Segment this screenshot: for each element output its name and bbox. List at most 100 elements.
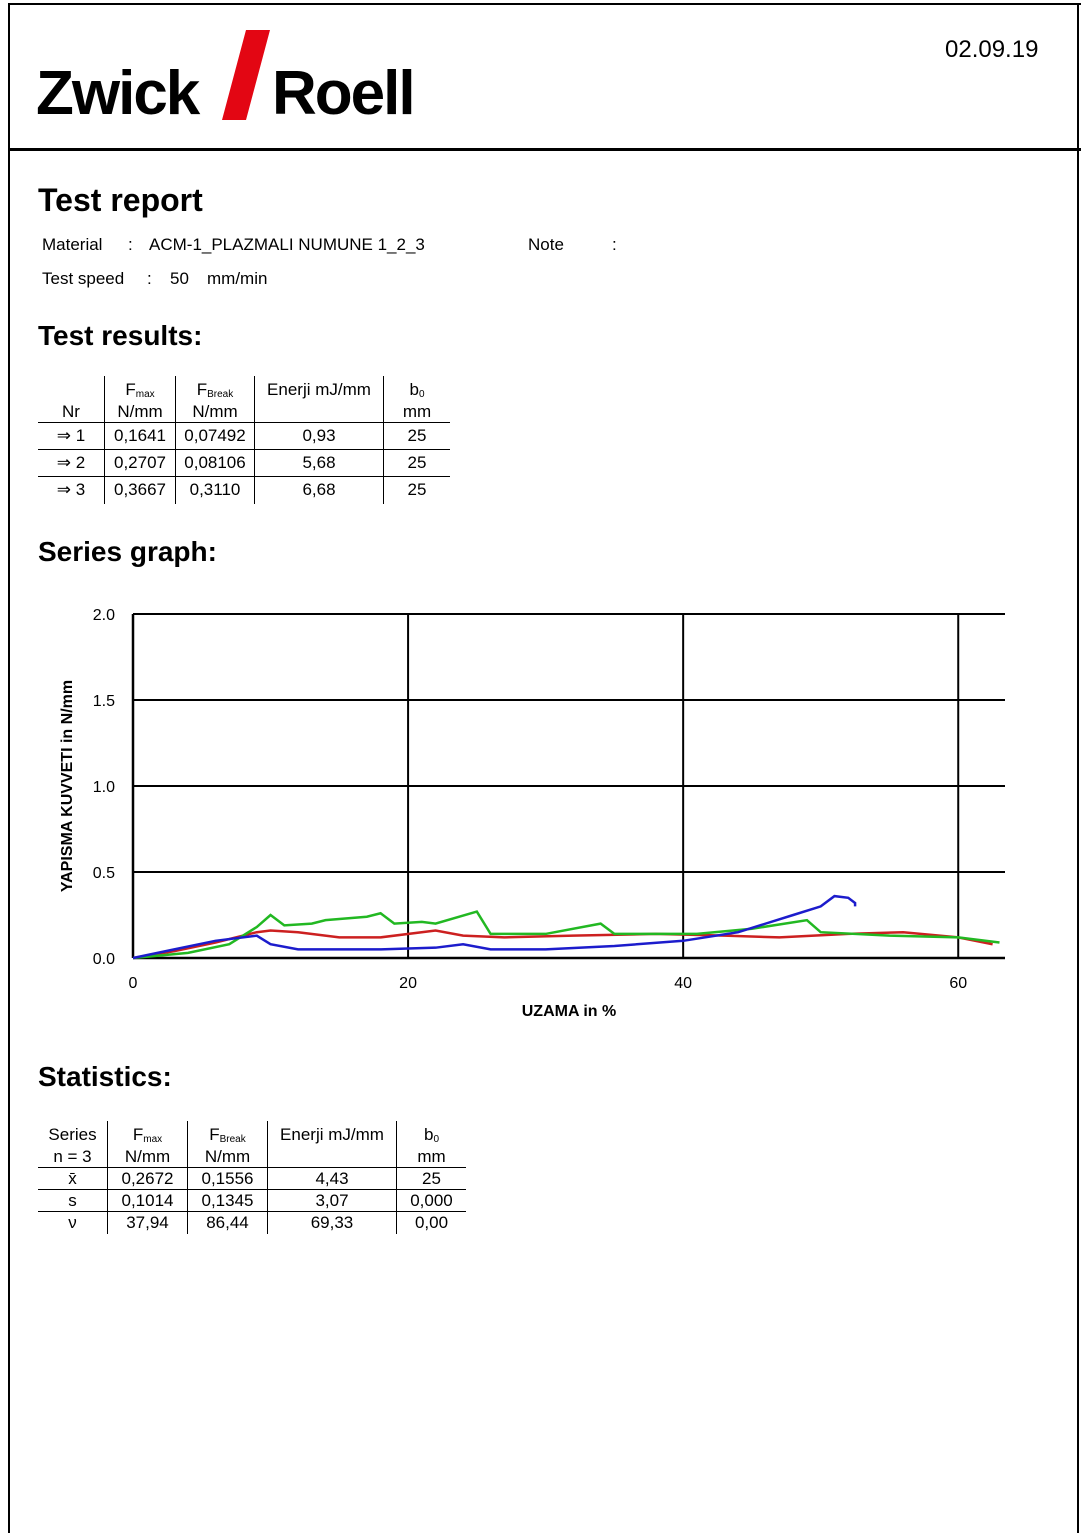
cell: 0,1556: [187, 1167, 268, 1190]
header-cell: Fmax N/mm: [107, 1121, 188, 1168]
header-sub: 0: [433, 1134, 440, 1145]
header-symbol: b: [409, 380, 419, 399]
header-unit: Nr: [62, 402, 80, 421]
header-unit: mm: [417, 1147, 446, 1166]
header-symbol: F: [132, 1125, 144, 1144]
frame-right: [1077, 3, 1079, 1533]
header-top: Series: [41, 1125, 104, 1147]
cell: 25: [396, 1167, 466, 1190]
cell: 0,00: [396, 1211, 466, 1234]
cell: 0,2707: [104, 449, 176, 477]
logo-right: Roell: [272, 59, 416, 128]
cell: 25: [383, 422, 450, 450]
cell: 3,07: [267, 1189, 397, 1212]
y-tick-label: 2.0: [93, 607, 115, 624]
header-top: b0: [400, 1125, 463, 1147]
header-sub: 0: [418, 389, 425, 400]
header-bottom: mm: [387, 402, 447, 422]
row: x̄ 0,2672 0,1556 4,43 25: [38, 1167, 466, 1190]
statistics-title: Statistics:: [38, 1061, 172, 1092]
cell: ⇒ 3: [56, 480, 86, 500]
y-tick-label: 0.5: [93, 865, 115, 882]
header-rule: [8, 148, 1081, 151]
header-symbol: b: [423, 1125, 434, 1144]
header-cell: Nr: [38, 376, 105, 423]
header-unit: N/mm: [124, 1147, 171, 1166]
header-top: Fmax: [108, 380, 172, 402]
header-symbol: F: [196, 380, 208, 399]
series-line: [132, 910, 1000, 960]
cell: ν: [68, 1212, 77, 1232]
separator: :: [147, 269, 152, 288]
cell: 6,68: [254, 476, 384, 504]
y-tick-label: 1.5: [93, 693, 115, 710]
header-unit: N/mm: [192, 402, 238, 421]
header-bottom: mm: [400, 1147, 463, 1167]
header-cell: Fmax N/mm: [104, 376, 176, 423]
note-label: Note: [528, 235, 564, 254]
header-bottom: N/mm: [108, 402, 172, 422]
speed-unit: mm/min: [207, 269, 268, 288]
header-bottom: N/mm: [191, 1147, 264, 1167]
header-sub: Break: [207, 389, 234, 400]
cell: 86,44: [187, 1211, 268, 1234]
row: ⇒ 3 0,3667 0,3110 6,68 25: [38, 476, 450, 504]
header-bottom: [258, 402, 380, 422]
results-title: Test results:: [38, 320, 203, 351]
cell: 25: [383, 476, 450, 504]
header-top: Enerji mJ/mm: [271, 1125, 393, 1147]
y-tick-label: 0.0: [93, 951, 115, 968]
report-title: Test report: [38, 182, 203, 218]
cell: 25: [383, 449, 450, 477]
cell: 0,08106: [175, 449, 255, 477]
header-text: Series: [48, 1125, 97, 1144]
header-top: Enerji mJ/mm: [258, 380, 380, 402]
header-text: Enerji mJ/mm: [280, 1125, 384, 1144]
header-unit: mm: [402, 402, 432, 421]
header-symbol: F: [209, 1125, 220, 1144]
header-unit: N/mm: [117, 402, 163, 421]
frame-top: [8, 3, 1081, 5]
cell: 0,2672: [107, 1167, 188, 1190]
separator: :: [612, 235, 617, 254]
x-tick-label: 0: [129, 975, 138, 992]
y-tick-label: 1.0: [93, 779, 115, 796]
chart: 0.0 0.5 1.0 1.5 2.0 0 20 40 60 UZAMA in % YAPISMA …: [59, 607, 1005, 1020]
cell: 0,1345: [187, 1189, 268, 1212]
cell: 0,93: [254, 422, 384, 450]
x-tick-label: 60: [949, 975, 967, 992]
row: s 0,1014 0,1345 3,07 0,000: [38, 1189, 466, 1212]
header-bottom: [271, 1147, 393, 1167]
header-top: b0: [387, 380, 447, 402]
cell: 69,33: [267, 1211, 397, 1234]
header-top: [41, 380, 101, 402]
cell: 5,68: [254, 449, 384, 477]
header-cell: b0 mm: [396, 1121, 466, 1168]
statistics-table: Series n = 3 Fmax N/mm FBreak N/mm Enerji mJ/m…: [38, 1121, 466, 1234]
header-sub: max: [135, 389, 155, 400]
cell: 37,94: [107, 1211, 188, 1234]
row: ν 37,94 86,44 69,33 0,00: [38, 1211, 466, 1234]
cell: 0,000: [396, 1189, 466, 1212]
header-cell: b0 mm: [383, 376, 450, 423]
header-sub: Break: [219, 1134, 246, 1145]
x-tick-label: 20: [399, 975, 417, 992]
header-cell: Series n = 3: [38, 1121, 108, 1168]
header-cell: FBreak N/mm: [175, 376, 255, 423]
separator: :: [128, 235, 133, 254]
header-bottom: N/mm: [111, 1147, 184, 1167]
header-text: Enerji mJ/mm: [267, 380, 371, 399]
row: ⇒ 2 0,2707 0,08106 5,68 25: [38, 449, 450, 477]
cell: 0,3667: [104, 476, 176, 504]
header-bottom: n = 3: [41, 1147, 104, 1167]
cell: 0,1641: [104, 422, 176, 450]
header-bottom: Nr: [41, 402, 101, 422]
cell: x̄: [38, 1167, 108, 1190]
speed: 50: [170, 269, 189, 288]
y-axis-label: YAPISMA KUVVETI in N/mm: [59, 680, 76, 892]
header-unit: n = 3: [53, 1147, 92, 1166]
header-top: Fmax: [111, 1125, 184, 1147]
cell: s: [38, 1189, 108, 1212]
